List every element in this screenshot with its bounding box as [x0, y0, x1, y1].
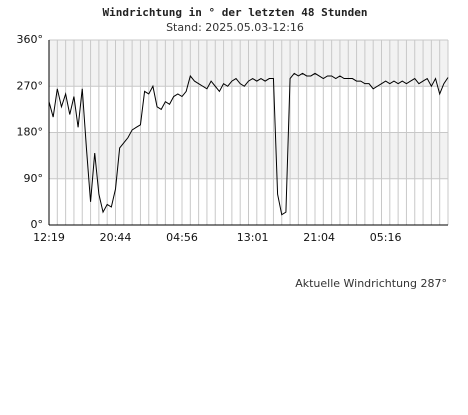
y-tick-label: 270° — [17, 79, 44, 92]
y-tick-label: 180° — [17, 126, 44, 139]
y-tick-label: 360° — [17, 33, 44, 46]
x-tick-label: 20:44 — [100, 231, 132, 244]
x-tick-label: 04:56 — [166, 231, 198, 244]
y-tick-label: 90° — [24, 172, 44, 185]
chart-title: Windrichtung in ° der letzten 48 Stunden — [103, 6, 368, 19]
annotation: Aktuelle Windrichtung 287° — [295, 277, 447, 290]
x-tick-label: 05:16 — [370, 231, 402, 244]
data-line — [48, 72, 449, 216]
chart-subtitle: Stand: 2025.05.03-12:16 — [166, 21, 304, 34]
x-tick-label: 13:01 — [237, 231, 269, 244]
x-tick-label: 21:04 — [303, 231, 335, 244]
y-tick-label: 0° — [31, 218, 44, 231]
x-tick-label: 12:19 — [33, 231, 65, 244]
